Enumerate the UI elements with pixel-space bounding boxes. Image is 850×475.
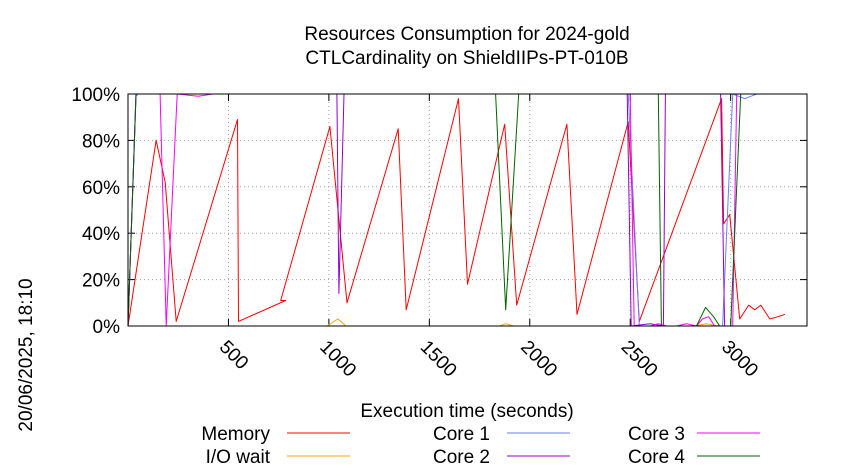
x-tick-label: 2500 <box>617 337 662 382</box>
x-tick-label: 1000 <box>315 337 360 382</box>
plot-frame <box>127 93 808 327</box>
x-tick-label: 500 <box>215 337 252 374</box>
legend-label-core-1: Core 1 <box>433 424 490 445</box>
series-lines <box>127 93 786 327</box>
y-tick-label: 80% <box>82 131 120 152</box>
y-tick-label: 40% <box>82 224 120 245</box>
y-tick-label: 100% <box>71 85 120 106</box>
legend-label-core-4: Core 4 <box>628 447 685 468</box>
legend-label-core-3: Core 3 <box>628 424 685 445</box>
x-tick-label: 1500 <box>416 337 461 382</box>
grid-lines <box>128 94 807 326</box>
chart-title-line2: CTLCardinality on ShieldIIPs-PT-010B <box>305 48 628 69</box>
series-line-core-2 <box>127 93 785 327</box>
series-line-i-o-wait <box>128 318 785 327</box>
timestamp-label: 20/06/2025, 18:10 <box>16 278 37 431</box>
legend-label-core-2: Core 2 <box>433 447 490 468</box>
x-axis: 500 1000 1500 2000 2500 3000 <box>215 94 762 381</box>
series-line-memory <box>127 98 786 327</box>
chart-title-line1: Resources Consumption for 2024-gold <box>304 24 629 45</box>
series-line-core-1 <box>127 93 785 327</box>
x-axis-label: Execution time (seconds) <box>360 401 573 422</box>
y-tick-label: 60% <box>82 178 120 199</box>
x-tick-label: 3000 <box>717 337 762 382</box>
y-axis: 0% 20% 40% 60% 80% 100% <box>71 85 807 338</box>
series-line-core-3 <box>127 93 785 327</box>
y-tick-label: 0% <box>93 317 121 338</box>
legend-label-memory: Memory <box>201 424 270 445</box>
legend-label-i-o-wait: I/O wait <box>206 447 271 468</box>
y-tick-label: 20% <box>82 271 120 292</box>
x-tick-label: 2000 <box>516 337 561 382</box>
series-line-core-4 <box>127 93 785 327</box>
